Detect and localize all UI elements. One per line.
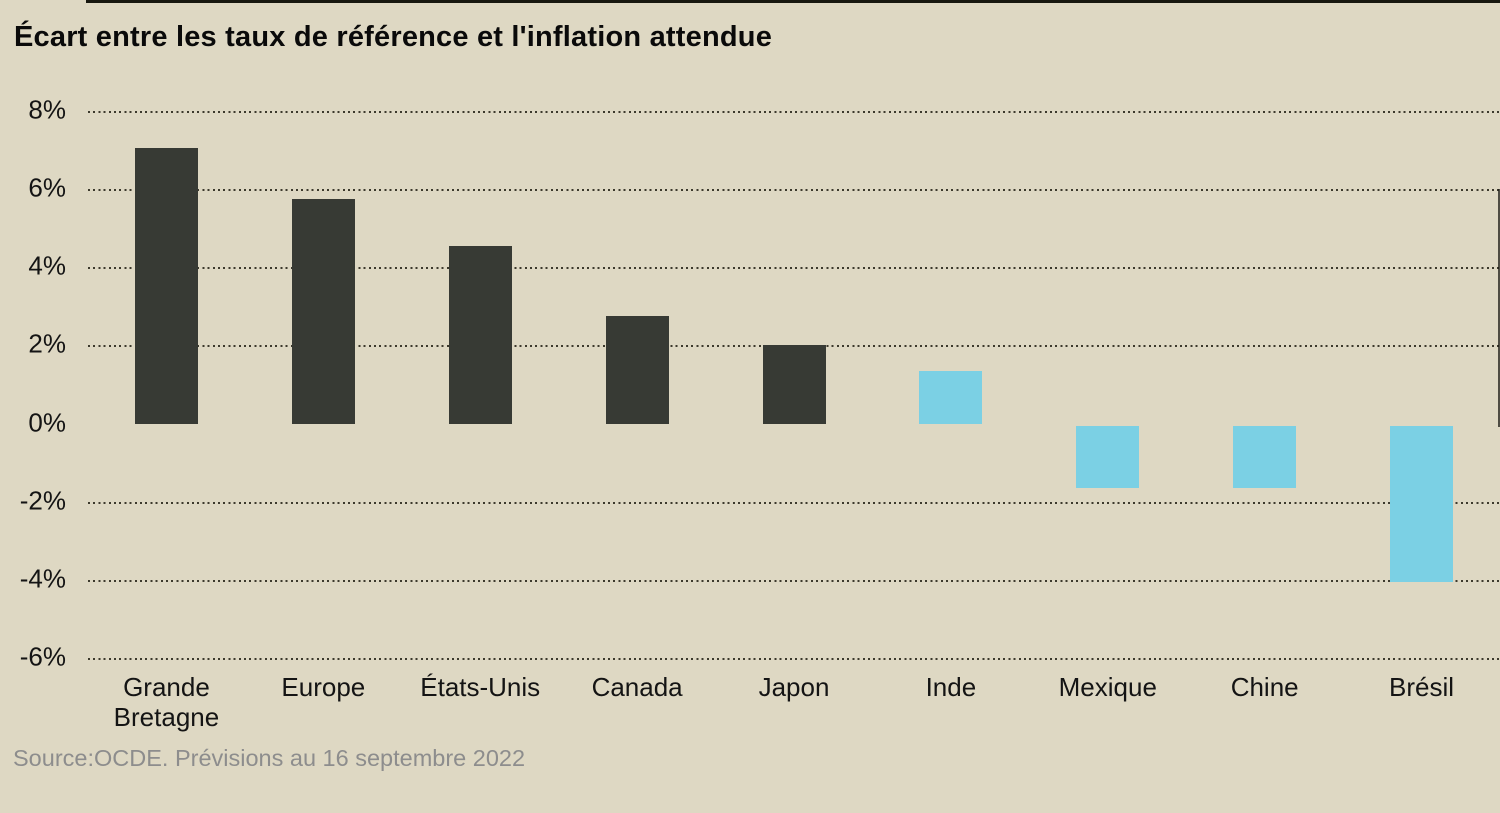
x-label-etats-unis: États-Unis [420, 672, 541, 702]
x-label-chine: Chine [1230, 672, 1299, 702]
gridline-4- [88, 267, 1500, 270]
x-label-europe: Europe [281, 672, 366, 702]
x-label-canada: Canada [591, 672, 683, 702]
right-edge-line [1498, 189, 1500, 427]
y-tick-label-6-: 6% [28, 172, 66, 203]
source-note: Source:OCDE. Prévisions au 16 septembre … [13, 745, 526, 771]
x-label-grande-bretagne: Grande Bretagne [113, 672, 220, 733]
y-tick-label-4-: 4% [28, 250, 66, 281]
gridline-8- [88, 111, 1500, 114]
y-tick-label-2-: 2% [28, 328, 66, 359]
bar-bresil [1390, 425, 1454, 582]
bar-europe [291, 198, 355, 424]
bar-mexique [1076, 425, 1140, 489]
bar-grande-bretagne [134, 148, 198, 424]
zero-axis-line [86, 0, 1500, 3]
gridline--2- [88, 501, 1500, 504]
y-tick-label--4-: -4% [19, 563, 66, 594]
x-label-bresil: Brésil [1389, 672, 1455, 702]
bar-canada [605, 316, 669, 424]
x-label-mexique: Mexique [1058, 672, 1157, 702]
bar-inde [919, 370, 983, 424]
x-label-inde: Inde [925, 672, 977, 702]
chart-title: Écart entre les taux de référence et l'i… [14, 21, 773, 53]
gridline--4- [88, 579, 1500, 582]
y-tick-label-0-: 0% [28, 406, 66, 437]
bar-etats-unis [448, 245, 512, 424]
y-tick-label--2-: -2% [19, 484, 66, 515]
gridline-6- [88, 189, 1500, 192]
gridline--6- [88, 657, 1500, 660]
y-tick-label-8-: 8% [28, 94, 66, 125]
bar-chine [1233, 425, 1297, 489]
y-tick-label--6-: -6% [19, 641, 66, 672]
x-label-japon: Japon [758, 672, 830, 702]
bar-japon [762, 345, 826, 424]
